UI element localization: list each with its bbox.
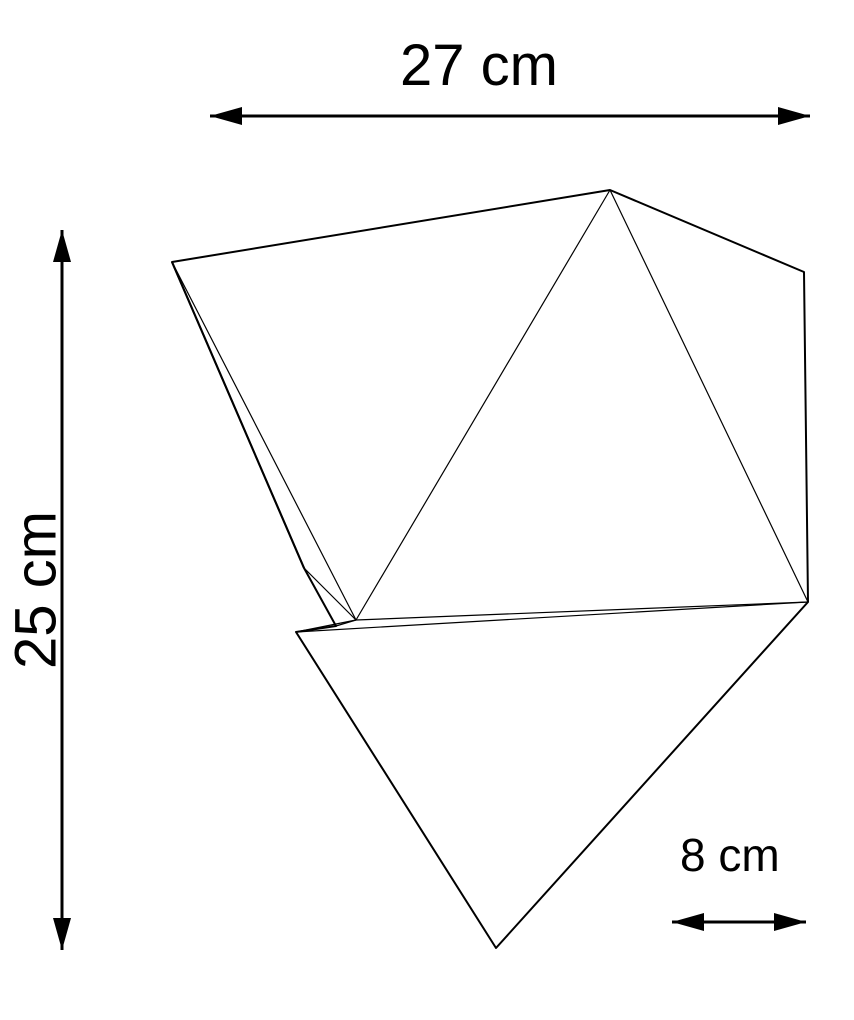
height-dimension-label: 25 cm	[3, 511, 70, 669]
diagram-container: 27 cm 25 cm 8 cm	[0, 0, 854, 1020]
depth-dimension-label: 8 cm	[680, 828, 780, 882]
width-dimension-label: 27 cm	[400, 32, 558, 99]
